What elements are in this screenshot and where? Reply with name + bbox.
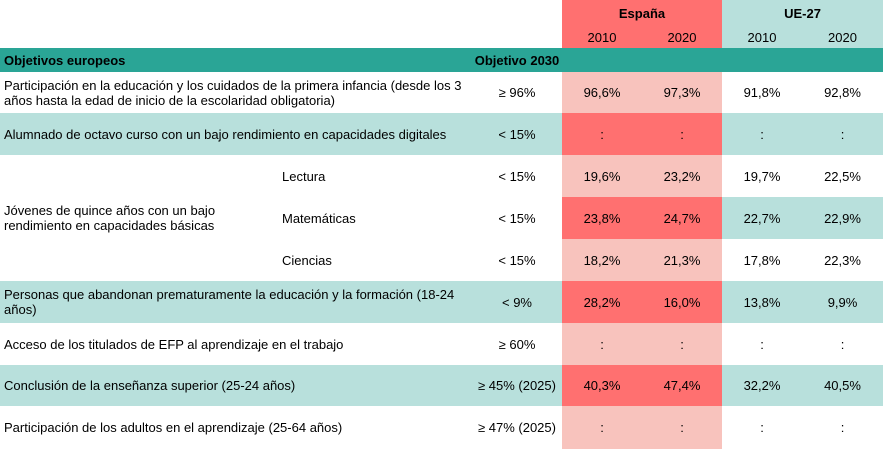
objective-label: Conclusión de la enseñanza superior (25-… <box>0 365 472 406</box>
value-cell: 23,8% <box>562 197 642 239</box>
value-cell: 97,3% <box>642 72 722 113</box>
table-row: Jóvenes de quince años con un bajo rendi… <box>0 155 883 281</box>
value-cell: 24,7% <box>642 197 722 239</box>
objective-label: Participación de los adultos en el apren… <box>0 406 472 449</box>
objective-label: Acceso de los titulados de EFP al aprend… <box>0 323 472 365</box>
target-value: < 15% <box>472 197 562 239</box>
header-eu: UE-27 <box>722 0 883 26</box>
target-value: < 15% <box>472 239 562 281</box>
value-cell: 40,5% <box>802 365 883 406</box>
subcategory-label: Matemáticas <box>278 197 472 239</box>
section-header: Objetivos europeos Objetivo 2030 <box>0 48 883 72</box>
value-cell: 40,3% <box>562 365 642 406</box>
value-cell: : <box>562 406 642 449</box>
table-row: Ciencias < 15% 18,2% 21,3% 17,8% 22,3% <box>0 239 883 281</box>
table-row: Participación de los adultos en el apren… <box>0 406 883 449</box>
value-cell: 92,8% <box>802 72 883 113</box>
value-cell: : <box>562 323 642 365</box>
objective-label: Jóvenes de quince años con un bajo rendi… <box>0 155 278 281</box>
value-cell: 21,3% <box>642 239 722 281</box>
target-value: < 15% <box>472 155 562 197</box>
table-row: Conclusión de la enseñanza superior (25-… <box>0 365 883 406</box>
value-cell: : <box>642 323 722 365</box>
header-year: 2010 <box>722 26 802 48</box>
target-value: < 9% <box>472 281 562 323</box>
target-value: ≥ 60% <box>472 323 562 365</box>
table-row: Alumnado de octavo curso con un bajo ren… <box>0 113 883 155</box>
value-cell: : <box>562 113 642 155</box>
subcategory-label: Ciencias <box>278 239 472 281</box>
value-cell: : <box>802 113 883 155</box>
objective-label: Alumnado de octavo curso con un bajo ren… <box>0 113 472 155</box>
header-row-years: 2010 2020 2010 2020 <box>0 26 883 48</box>
target-value: ≥ 45% (2025) <box>472 365 562 406</box>
value-cell: 47,4% <box>642 365 722 406</box>
section-title: Objetivos europeos <box>0 48 472 72</box>
objective-label: Participación en la educación y los cuid… <box>0 72 472 113</box>
header-year: 2020 <box>802 26 883 48</box>
target-value: < 15% <box>472 113 562 155</box>
section-target-label: Objetivo 2030 <box>472 48 562 72</box>
value-cell: 9,9% <box>802 281 883 323</box>
value-cell: 16,0% <box>642 281 722 323</box>
target-value: ≥ 96% <box>472 72 562 113</box>
objective-label: Personas que abandonan prematuramente la… <box>0 281 472 323</box>
value-cell: 19,6% <box>562 155 642 197</box>
value-cell: : <box>802 406 883 449</box>
value-cell: 96,6% <box>562 72 642 113</box>
value-cell: 19,7% <box>722 155 802 197</box>
value-cell: : <box>642 113 722 155</box>
target-value: ≥ 47% (2025) <box>472 406 562 449</box>
table-row: Personas que abandonan prematuramente la… <box>0 281 883 323</box>
value-cell: : <box>722 113 802 155</box>
header-spain: España <box>562 0 722 26</box>
header-year: 2020 <box>642 26 722 48</box>
table-row: Acceso de los titulados de EFP al aprend… <box>0 323 883 365</box>
value-cell: : <box>802 323 883 365</box>
value-cell: 22,7% <box>722 197 802 239</box>
value-cell: 28,2% <box>562 281 642 323</box>
value-cell: 17,8% <box>722 239 802 281</box>
header-year: 2010 <box>562 26 642 48</box>
table-row: Participación en la educación y los cuid… <box>0 72 883 113</box>
value-cell: 23,2% <box>642 155 722 197</box>
header-row-countries: España UE-27 <box>0 0 883 26</box>
value-cell: 91,8% <box>722 72 802 113</box>
value-cell: 32,2% <box>722 365 802 406</box>
value-cell: 22,5% <box>802 155 883 197</box>
value-cell: : <box>722 323 802 365</box>
value-cell: : <box>722 406 802 449</box>
value-cell: 13,8% <box>722 281 802 323</box>
subcategory-label: Lectura <box>278 155 472 197</box>
value-cell: 18,2% <box>562 239 642 281</box>
table-row: Matemáticas < 15% 23,8% 24,7% 22,7% 22,9… <box>0 197 883 239</box>
value-cell: : <box>642 406 722 449</box>
value-cell: 22,9% <box>802 197 883 239</box>
value-cell: 22,3% <box>802 239 883 281</box>
